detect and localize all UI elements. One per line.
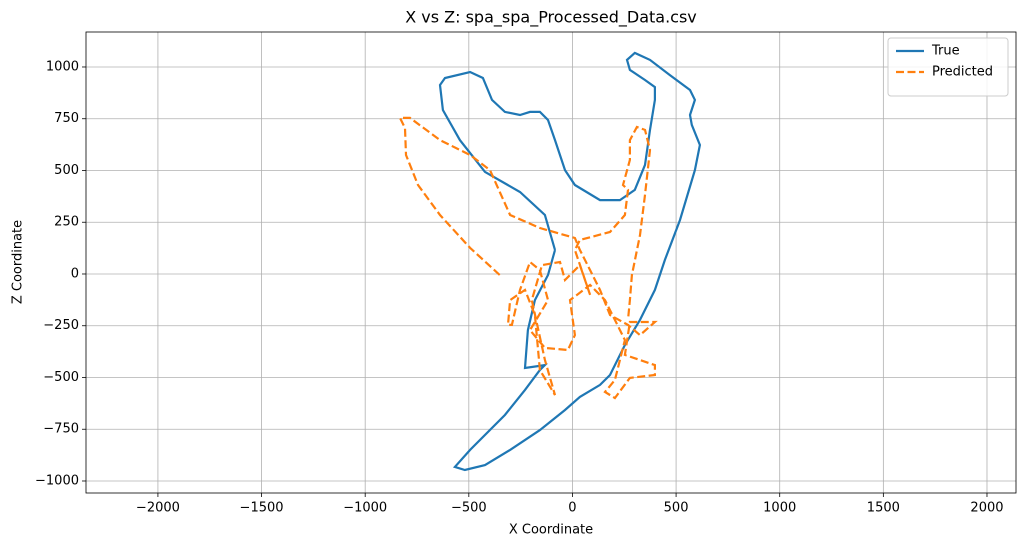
plot-frame — [85, 31, 1017, 494]
y-tick-label: 750 — [54, 111, 79, 126]
x-tick-label: 2000 — [970, 501, 1003, 516]
y-tick-label: 250 — [54, 215, 79, 230]
x-tick-label: −1000 — [343, 501, 387, 516]
x-tick-label: 1500 — [867, 501, 900, 516]
x-tick-label: −1500 — [240, 501, 284, 516]
y-tick-label: 0 — [71, 266, 79, 281]
x-tick-label: 500 — [664, 501, 689, 516]
y-tick-label: −1000 — [35, 473, 79, 488]
legend-label: Predicted — [932, 65, 993, 80]
y-axis-label: Z Coordinate — [11, 220, 26, 304]
legend-box — [887, 37, 1009, 97]
y-tick-label: 1000 — [46, 59, 79, 74]
x-tick-label: −2000 — [136, 501, 180, 516]
y-tick-label: 500 — [54, 163, 79, 178]
y-tick-label: −250 — [43, 318, 79, 333]
x-axis-label: X Coordinate — [509, 523, 593, 538]
series-line — [438, 51, 702, 472]
x-tick-label: −500 — [451, 501, 487, 516]
series-line — [398, 116, 658, 400]
legend-label: True — [931, 44, 960, 59]
y-tick-label: −500 — [43, 370, 79, 385]
chart-title: X vs Z: spa_spa_Processed_Data.csv — [405, 8, 697, 28]
x-tick-label: 0 — [568, 501, 576, 516]
x-tick-label: 1000 — [763, 501, 796, 516]
y-tick-label: −750 — [43, 422, 79, 437]
